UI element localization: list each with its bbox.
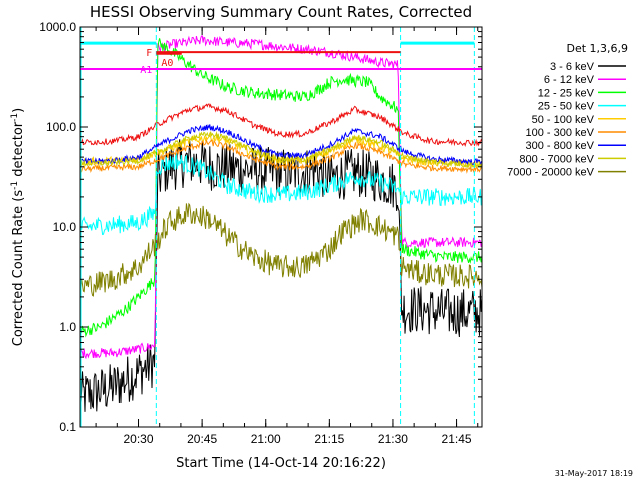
marker-layer: F A0 A1 [80,27,482,427]
series-line-12-25-kev [79,38,483,338]
y-tick-label: 0.1 [59,420,76,434]
y-axis-label-main: Corrected Count Rate (s [11,190,26,347]
series-layer [79,35,483,412]
series-line-300-800-kev [79,123,483,166]
y-tick-label: 100.0 [46,120,76,134]
legend-label: 300 - 800 keV [526,140,595,152]
y-tick-label: 1.0 [59,320,76,334]
x-tick-label: 20:30 [124,432,154,446]
series-line-100-300-kev [79,138,483,174]
legend-label: 100 - 300 keV [526,127,595,139]
y-axis-label-exp1: -1 [10,181,20,190]
legend-label: 25 - 50 keV [538,101,595,113]
x-tick-label: 21:15 [314,432,344,446]
y-axis-label-exp2: -1 [10,113,20,122]
x-tick-label: 21:30 [378,432,408,446]
y-tick-label: 1000.0 [39,20,76,34]
chart-title: HESSI Observing Summary Count Rates, Cor… [90,3,472,21]
x-axis-label: Start Time (14-Oct-14 20:16:22) [176,456,386,471]
attenuator-label-f: F [146,48,152,59]
x-tick-label: 21:00 [251,432,281,446]
attenuator-label-a1: A1 [140,65,152,76]
legend-title: Det 1,3,6,9 [566,42,628,55]
series-line-3-6-kev [79,139,483,412]
y-axis-label-mid: detector [11,121,26,181]
x-tick-label: 20:45 [187,432,217,446]
attenuator-label-a0: A0 [161,58,173,69]
footer-date: 31-May-2017 18:19 [555,469,633,478]
series-line-6-12-kev [79,35,483,360]
legend-label: 50 - 100 keV [532,114,595,126]
legend-label: 7000 - 20000 keV [507,167,595,179]
legend-label: 12 - 25 keV [538,87,595,99]
y-axis-label-end: ) [11,108,26,113]
series-line-25-50-kev [79,153,483,236]
legend-label: 800 - 7000 keV [519,153,594,165]
legend-label: 6 - 12 keV [544,74,595,86]
y-axis-label: Corrected Count Rate (s-1 detector-1) [10,108,26,346]
legend-label: 3 - 6 keV [550,61,595,73]
series-line-7000-20000-kev [79,202,483,297]
x-tick-label: 21:45 [442,432,472,446]
series-line-unlabeled-8 [79,103,483,147]
axes-layer: 0.1 1.0 10.0 100.0 1000.0 20:30 20:45 21:00 21:1… [39,20,482,446]
series-line-800-7000-kev [79,130,483,169]
y-tick-label: 10.0 [53,220,77,234]
